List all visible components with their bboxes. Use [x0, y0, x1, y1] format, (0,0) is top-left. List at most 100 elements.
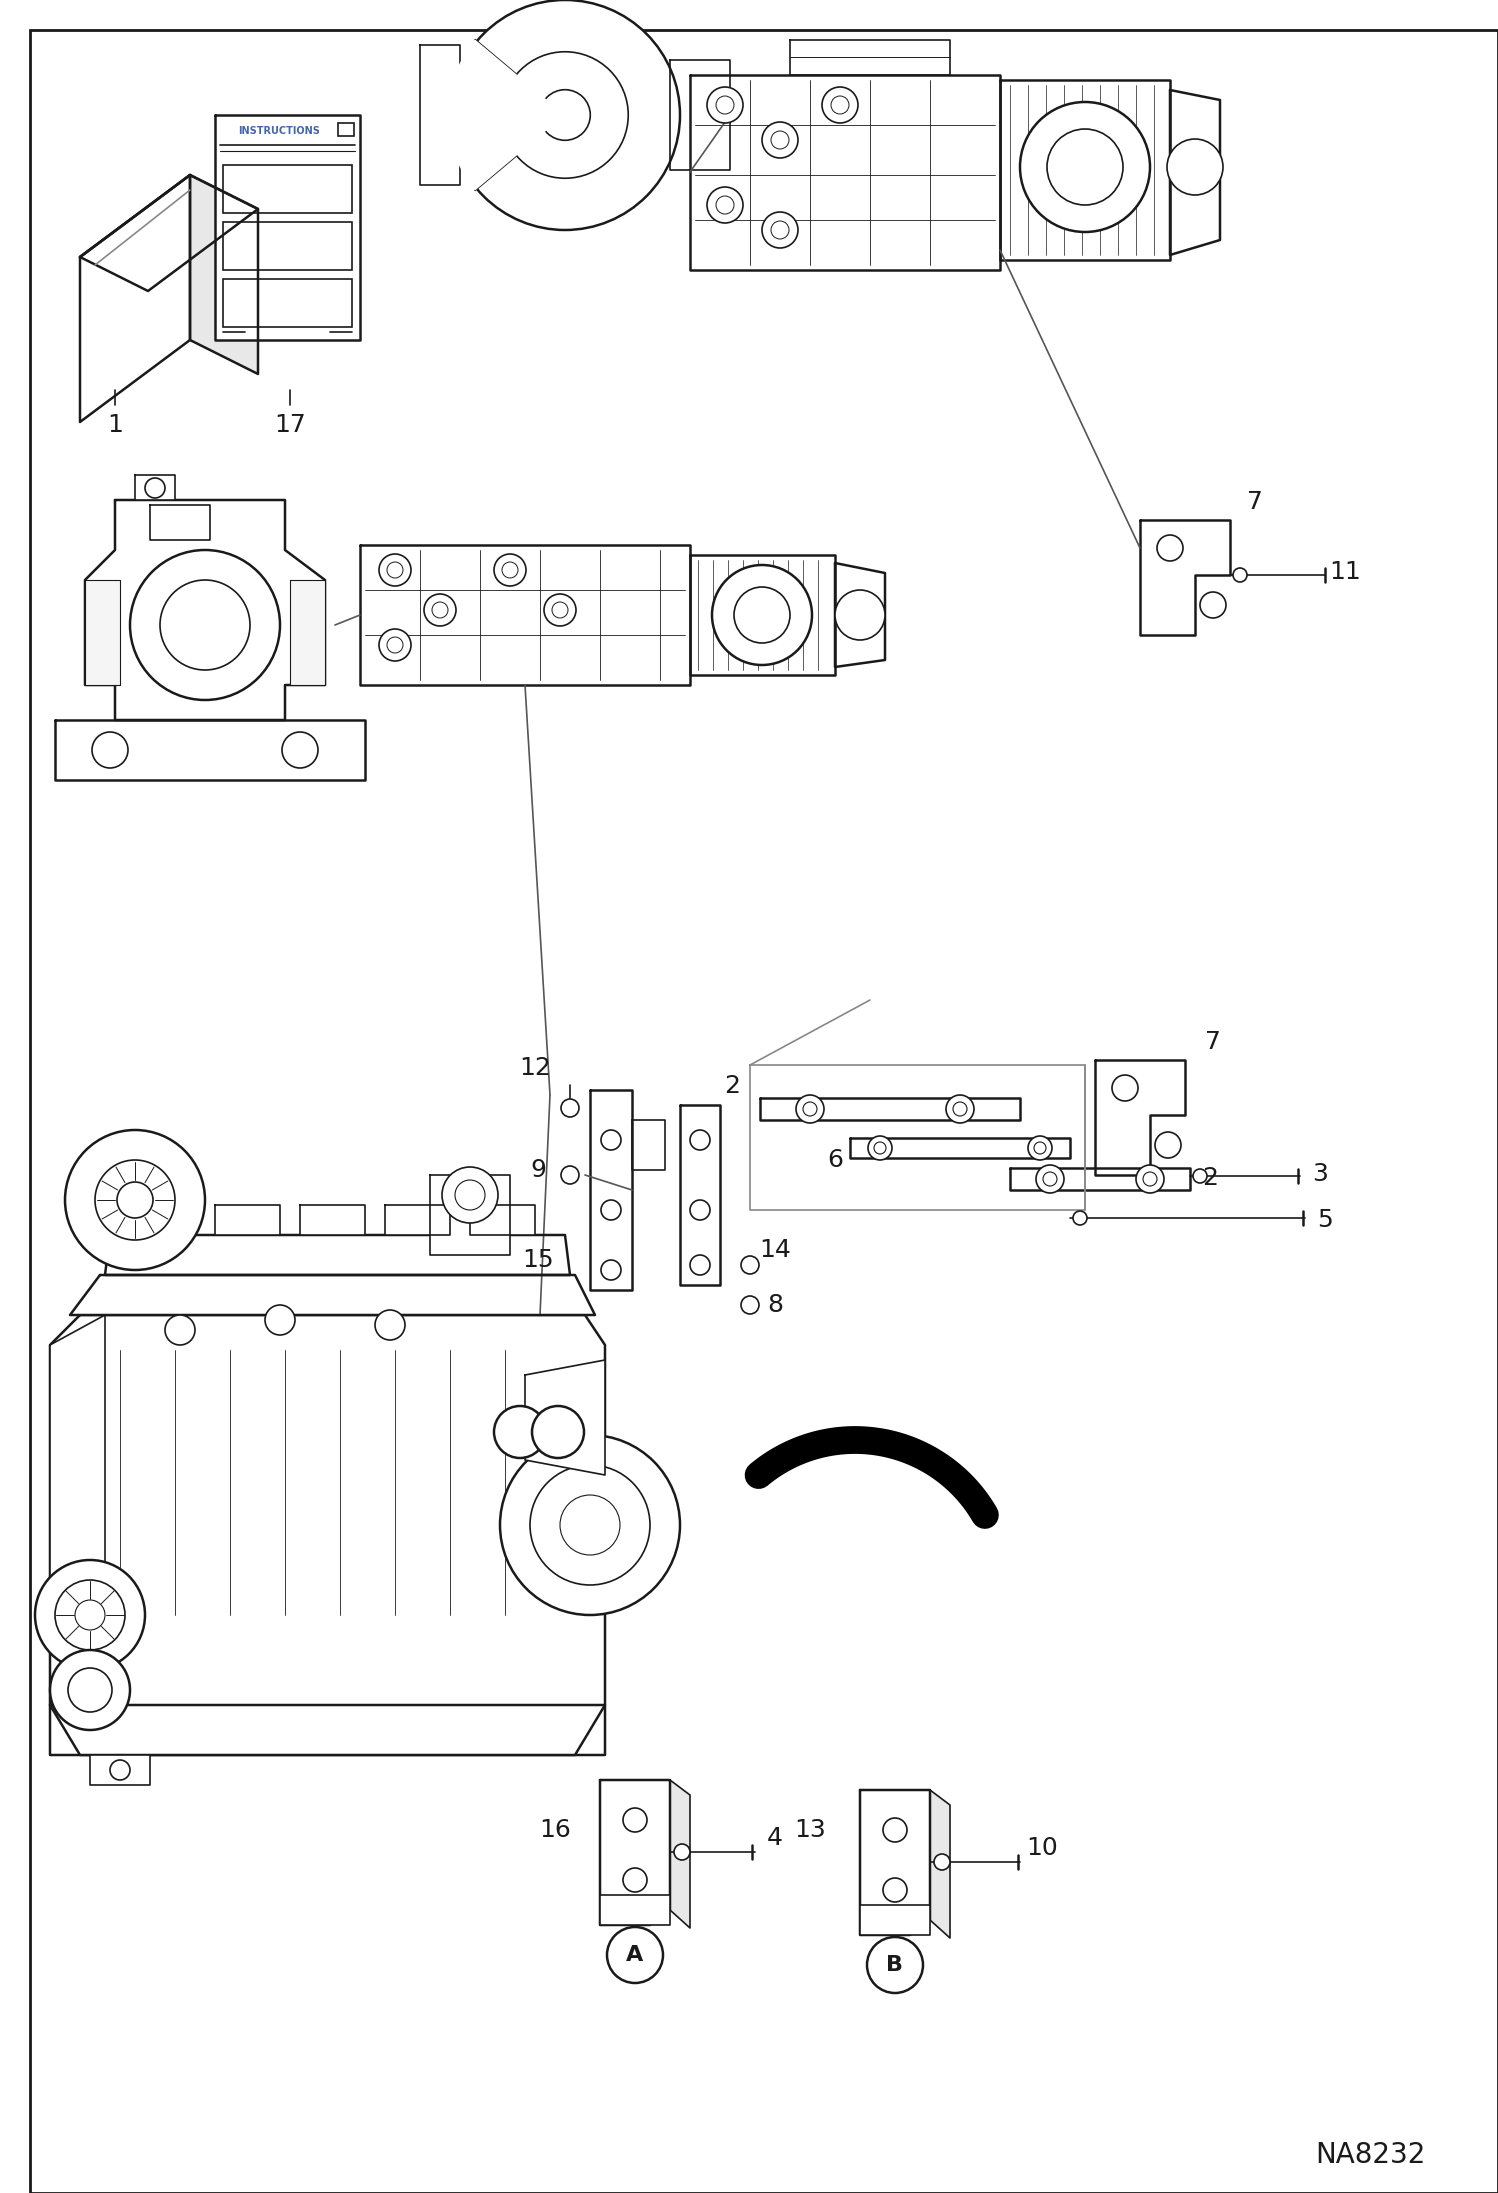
- Circle shape: [544, 594, 577, 625]
- Circle shape: [502, 561, 518, 579]
- Circle shape: [762, 213, 798, 248]
- Circle shape: [1043, 1171, 1058, 1186]
- Polygon shape: [860, 1789, 930, 1934]
- Text: 7: 7: [1204, 1031, 1221, 1055]
- Circle shape: [379, 629, 410, 660]
- Circle shape: [1155, 1132, 1180, 1158]
- Polygon shape: [670, 1781, 691, 1928]
- Polygon shape: [90, 1754, 150, 1785]
- Polygon shape: [79, 175, 190, 421]
- Circle shape: [691, 1129, 710, 1149]
- Circle shape: [623, 1868, 647, 1893]
- Polygon shape: [860, 1906, 930, 1934]
- Text: 9: 9: [530, 1158, 545, 1182]
- Polygon shape: [930, 1789, 950, 1939]
- Bar: [339, 123, 354, 136]
- Circle shape: [1073, 1211, 1088, 1226]
- Circle shape: [803, 1103, 816, 1116]
- Polygon shape: [385, 1204, 449, 1235]
- Polygon shape: [1140, 520, 1230, 636]
- Circle shape: [386, 636, 403, 654]
- Polygon shape: [670, 59, 730, 171]
- Polygon shape: [49, 1316, 105, 1636]
- Text: 3: 3: [1312, 1162, 1327, 1186]
- Circle shape: [64, 1129, 205, 1270]
- Circle shape: [145, 478, 165, 498]
- Bar: [223, 279, 352, 327]
- Polygon shape: [1010, 1169, 1189, 1191]
- Circle shape: [431, 603, 448, 618]
- Text: 13: 13: [794, 1818, 825, 1842]
- Circle shape: [67, 1669, 112, 1713]
- Circle shape: [867, 1936, 923, 1993]
- Circle shape: [1156, 535, 1183, 561]
- Circle shape: [1034, 1143, 1046, 1154]
- Text: 8: 8: [767, 1294, 783, 1318]
- Text: 1: 1: [106, 412, 123, 436]
- Circle shape: [831, 96, 849, 114]
- Polygon shape: [448, 39, 565, 191]
- Circle shape: [160, 579, 250, 671]
- Circle shape: [1143, 1171, 1156, 1186]
- Circle shape: [455, 1180, 485, 1211]
- Polygon shape: [691, 75, 1001, 270]
- Polygon shape: [590, 1090, 632, 1289]
- Text: 17: 17: [274, 412, 306, 436]
- Circle shape: [742, 1296, 759, 1314]
- Circle shape: [873, 1143, 885, 1154]
- Circle shape: [502, 53, 628, 178]
- Text: B: B: [887, 1954, 903, 1976]
- Circle shape: [771, 132, 789, 149]
- Circle shape: [539, 90, 590, 140]
- Circle shape: [530, 1465, 650, 1586]
- Circle shape: [442, 1167, 497, 1224]
- Polygon shape: [105, 1235, 571, 1274]
- Polygon shape: [49, 1704, 605, 1754]
- Text: 5: 5: [1317, 1208, 1333, 1232]
- Polygon shape: [1095, 1059, 1185, 1175]
- Circle shape: [1020, 103, 1150, 232]
- Polygon shape: [632, 1121, 665, 1171]
- Polygon shape: [85, 500, 325, 719]
- Circle shape: [1167, 138, 1222, 195]
- Circle shape: [1135, 1164, 1164, 1193]
- Circle shape: [560, 1496, 620, 1555]
- Circle shape: [822, 88, 858, 123]
- Text: 6: 6: [827, 1147, 843, 1171]
- Polygon shape: [55, 719, 366, 781]
- Polygon shape: [601, 1781, 670, 1925]
- Circle shape: [109, 1761, 130, 1781]
- Circle shape: [532, 1406, 584, 1458]
- Circle shape: [691, 1200, 710, 1219]
- Text: 10: 10: [1026, 1836, 1058, 1860]
- Text: 2: 2: [1201, 1167, 1218, 1191]
- Circle shape: [882, 1818, 906, 1842]
- Circle shape: [55, 1579, 124, 1649]
- Text: INSTRUCTIONS: INSTRUCTIONS: [238, 125, 321, 136]
- Circle shape: [716, 96, 734, 114]
- Polygon shape: [1170, 90, 1219, 254]
- Circle shape: [34, 1559, 145, 1671]
- Circle shape: [762, 123, 798, 158]
- Circle shape: [953, 1103, 968, 1116]
- Circle shape: [1200, 592, 1225, 618]
- Polygon shape: [49, 1316, 605, 1754]
- Bar: [223, 221, 352, 270]
- Circle shape: [601, 1200, 622, 1219]
- Polygon shape: [849, 1138, 1070, 1158]
- Polygon shape: [601, 1895, 670, 1925]
- Text: 16: 16: [539, 1818, 571, 1842]
- Circle shape: [500, 1434, 680, 1614]
- Circle shape: [560, 1099, 580, 1116]
- Circle shape: [551, 603, 568, 618]
- Circle shape: [374, 1309, 404, 1340]
- Text: 14: 14: [759, 1239, 791, 1261]
- Circle shape: [1233, 568, 1246, 581]
- Polygon shape: [300, 1204, 366, 1235]
- Circle shape: [742, 1257, 759, 1274]
- Text: A: A: [512, 1423, 527, 1441]
- Polygon shape: [135, 476, 175, 500]
- Polygon shape: [216, 114, 360, 340]
- Circle shape: [117, 1182, 153, 1217]
- Polygon shape: [216, 1204, 280, 1235]
